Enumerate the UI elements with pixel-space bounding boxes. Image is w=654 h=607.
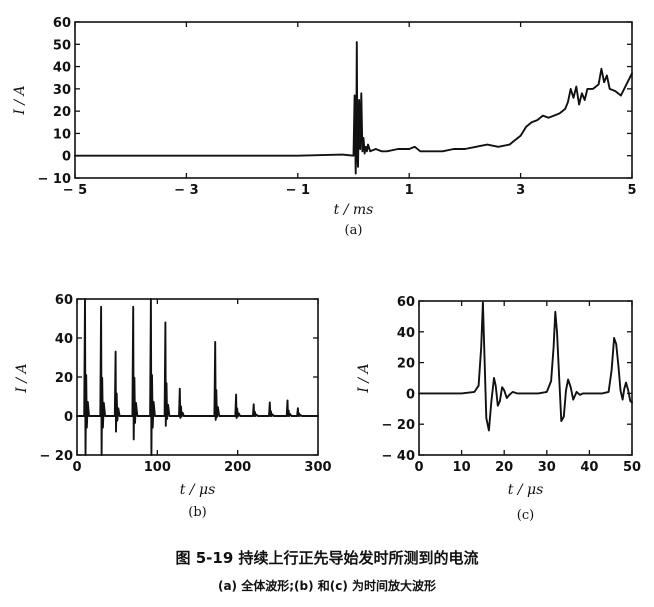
panel-label-c: (c) (517, 508, 534, 523)
y-axis-label-c: I / A (356, 363, 372, 393)
panel-label-a: (a) (345, 223, 363, 238)
x-tick-label-b: 300 (304, 460, 331, 475)
y-tick-label-a: 50 (53, 38, 71, 53)
panel-label-b: (b) (188, 505, 206, 520)
x-tick-label-a: − 5 (63, 183, 87, 198)
figure-subcaption: (a) 全体波形;(b) 和(c) 为时间放大波形 (217, 579, 437, 593)
panel-c: 0 10 20 30 40 50 − 40 − 20 0 20 40 60 I / A t / μs (c) (356, 295, 641, 523)
y-tick-label-c: 0 (406, 387, 415, 402)
x-axis-label-a: t / ms (334, 202, 374, 218)
y-tick-label-b: 0 (64, 410, 73, 425)
x-tick-label-a: 1 (405, 183, 414, 198)
x-tick-label-c: 40 (580, 460, 598, 475)
x-tick-label-a: 5 (627, 183, 636, 198)
y-tick-label-b: − 20 (39, 449, 73, 464)
y-tick-label-a: 20 (53, 105, 71, 120)
y-tick-label-a: 30 (53, 83, 71, 98)
y-tick-label-c: − 20 (381, 418, 415, 433)
current-trace-b (76, 298, 319, 456)
plot-frame-b (76, 298, 319, 456)
plot-frame-c (418, 300, 633, 456)
x-tick-label-c: 20 (495, 460, 513, 475)
x-tick-label-c: 0 (414, 460, 423, 475)
y-tick-label-a: 10 (53, 127, 71, 142)
y-axis-label-b: I / A (14, 363, 30, 393)
y-tick-label-a: − 10 (37, 172, 71, 187)
current-trace-a (74, 41, 633, 175)
panel-a: − 5 − 3 − 1 1 3 5 − 10 0 10 20 30 40 50 60 I / A t / ms… (12, 16, 637, 238)
y-tick-label-c: − 40 (381, 449, 415, 464)
x-tick-label-a: 3 (516, 183, 525, 198)
y-tick-label-c: 20 (397, 357, 415, 372)
y-tick-label-a: 40 (53, 61, 71, 76)
x-tick-label-b: 200 (224, 460, 251, 475)
y-tick-label-a: 60 (53, 16, 71, 31)
x-tick-label-c: 50 (623, 460, 641, 475)
current-trace-c (418, 301, 633, 432)
x-tick-label-a: − 1 (286, 183, 310, 198)
y-tick-label-c: 60 (397, 295, 415, 310)
plot-frame-a (74, 21, 633, 179)
y-tick-label-a: 0 (62, 150, 71, 165)
x-tick-label-b: 100 (144, 460, 171, 475)
figure-caption: 图 5-19 持续上行正先导始发时所测到的电流 (175, 549, 479, 567)
y-tick-label-b: 40 (55, 332, 73, 347)
x-axis-label-b: t / μs (180, 482, 216, 498)
y-tick-label-b: 20 (55, 371, 73, 386)
x-tick-label-c: 10 (453, 460, 471, 475)
x-tick-label-a: − 3 (174, 183, 198, 198)
x-tick-label-b: 0 (72, 460, 81, 475)
x-axis-label-c: t / μs (508, 482, 544, 498)
x-tick-label-c: 30 (538, 460, 556, 475)
y-tick-label-b: 60 (55, 293, 73, 308)
y-axis-label-a: I / A (12, 85, 28, 115)
y-tick-label-c: 40 (397, 326, 415, 341)
